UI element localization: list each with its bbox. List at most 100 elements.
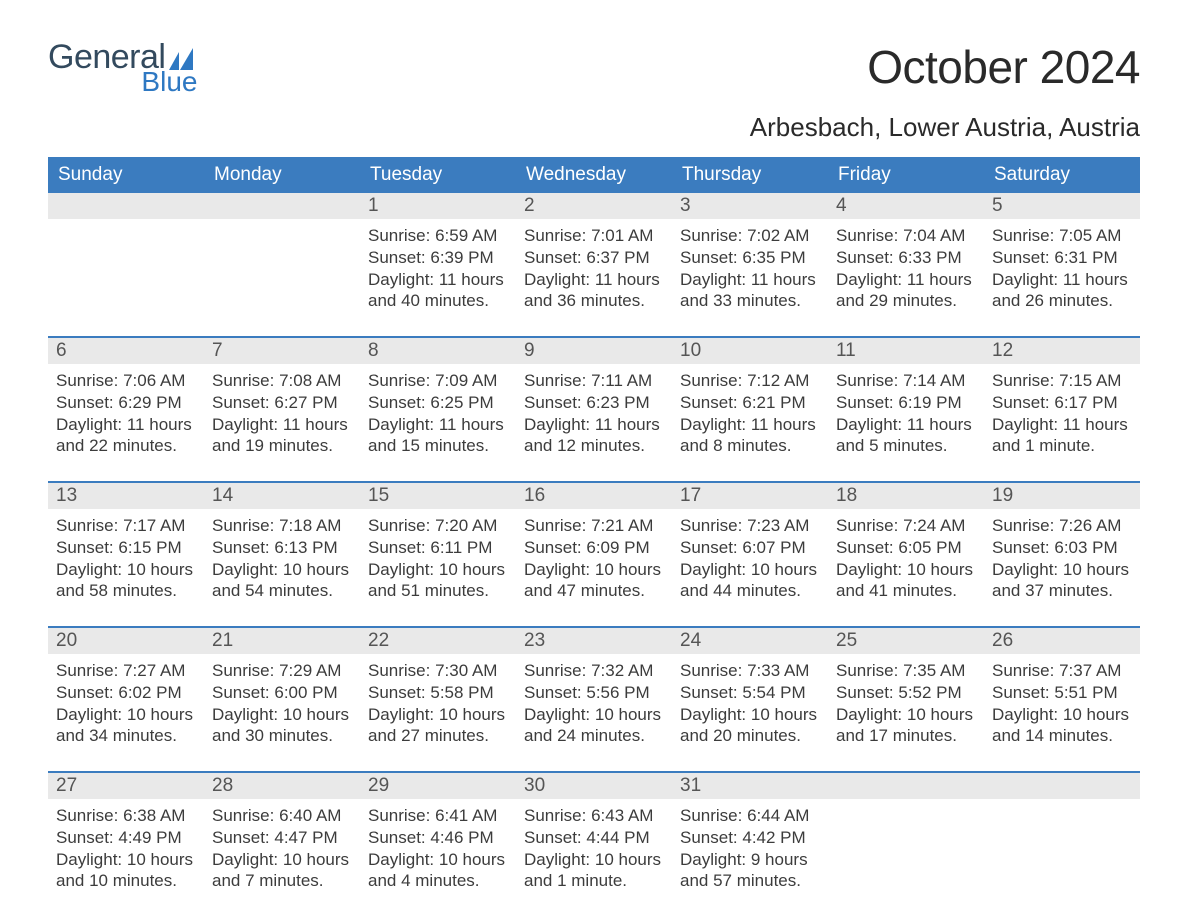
day-cell: Sunrise: 7:05 AMSunset: 6:31 PMDaylight:… xyxy=(984,219,1140,337)
daylight-text: Daylight: 11 hours and 12 minutes. xyxy=(524,414,664,458)
daylight-text: Daylight: 10 hours and 51 minutes. xyxy=(368,559,508,603)
days-of-week-row: Sunday Monday Tuesday Wednesday Thursday… xyxy=(48,157,1140,193)
sunrise-text: Sunrise: 7:15 AM xyxy=(992,370,1132,392)
topbar: General Blue October 2024 Arbesbach, Low… xyxy=(48,40,1140,143)
date-cell xyxy=(984,772,1140,799)
date-cell: 11 xyxy=(828,337,984,364)
date-cell: 3 xyxy=(672,193,828,219)
sunset-text: Sunset: 6:25 PM xyxy=(368,392,508,414)
day-cell: Sunrise: 7:02 AMSunset: 6:35 PMDaylight:… xyxy=(672,219,828,337)
daylight-text: Daylight: 11 hours and 8 minutes. xyxy=(680,414,820,458)
sunset-text: Sunset: 5:51 PM xyxy=(992,682,1132,704)
day-cell: Sunrise: 7:20 AMSunset: 6:11 PMDaylight:… xyxy=(360,509,516,627)
dow-sunday: Sunday xyxy=(48,157,204,193)
sunset-text: Sunset: 6:13 PM xyxy=(212,537,352,559)
day-cell xyxy=(828,799,984,900)
sunset-text: Sunset: 6:19 PM xyxy=(836,392,976,414)
daylight-text: Daylight: 10 hours and 17 minutes. xyxy=(836,704,976,748)
daylight-text: Daylight: 11 hours and 15 minutes. xyxy=(368,414,508,458)
daylight-text: Daylight: 9 hours and 57 minutes. xyxy=(680,849,820,893)
week-body-row: Sunrise: 7:06 AMSunset: 6:29 PMDaylight:… xyxy=(48,364,1140,482)
dow-wednesday: Wednesday xyxy=(516,157,672,193)
daylight-text: Daylight: 10 hours and 7 minutes. xyxy=(212,849,352,893)
sunrise-text: Sunrise: 7:04 AM xyxy=(836,225,976,247)
sunrise-text: Sunrise: 7:09 AM xyxy=(368,370,508,392)
day-cell xyxy=(48,219,204,337)
date-cell: 5 xyxy=(984,193,1140,219)
daylight-text: Daylight: 11 hours and 33 minutes. xyxy=(680,269,820,313)
day-cell: Sunrise: 7:09 AMSunset: 6:25 PMDaylight:… xyxy=(360,364,516,482)
date-cell: 18 xyxy=(828,482,984,509)
sunset-text: Sunset: 5:54 PM xyxy=(680,682,820,704)
sunrise-text: Sunrise: 7:24 AM xyxy=(836,515,976,537)
day-cell: Sunrise: 7:04 AMSunset: 6:33 PMDaylight:… xyxy=(828,219,984,337)
sunset-text: Sunset: 6:15 PM xyxy=(56,537,196,559)
daylight-text: Daylight: 10 hours and 41 minutes. xyxy=(836,559,976,603)
sunset-text: Sunset: 6:21 PM xyxy=(680,392,820,414)
sunset-text: Sunset: 6:33 PM xyxy=(836,247,976,269)
date-cell: 27 xyxy=(48,772,204,799)
daylight-text: Daylight: 11 hours and 1 minute. xyxy=(992,414,1132,458)
title-block: October 2024 Arbesbach, Lower Austria, A… xyxy=(750,40,1140,143)
day-cell: Sunrise: 7:32 AMSunset: 5:56 PMDaylight:… xyxy=(516,654,672,772)
day-cell: Sunrise: 7:12 AMSunset: 6:21 PMDaylight:… xyxy=(672,364,828,482)
sunset-text: Sunset: 6:35 PM xyxy=(680,247,820,269)
day-cell: Sunrise: 7:01 AMSunset: 6:37 PMDaylight:… xyxy=(516,219,672,337)
sunrise-text: Sunrise: 7:33 AM xyxy=(680,660,820,682)
sunrise-text: Sunrise: 7:02 AM xyxy=(680,225,820,247)
daylight-text: Daylight: 10 hours and 27 minutes. xyxy=(368,704,508,748)
daylight-text: Daylight: 10 hours and 30 minutes. xyxy=(212,704,352,748)
month-title: October 2024 xyxy=(750,40,1140,94)
sunrise-text: Sunrise: 7:08 AM xyxy=(212,370,352,392)
date-cell: 6 xyxy=(48,337,204,364)
sunrise-text: Sunrise: 6:38 AM xyxy=(56,805,196,827)
sunrise-text: Sunrise: 7:37 AM xyxy=(992,660,1132,682)
daylight-text: Daylight: 10 hours and 10 minutes. xyxy=(56,849,196,893)
week-body-row: Sunrise: 7:17 AMSunset: 6:15 PM Daylight:… xyxy=(48,509,1140,627)
date-cell: 26 xyxy=(984,627,1140,654)
sunrise-text: Sunrise: 7:14 AM xyxy=(836,370,976,392)
day-cell: Sunrise: 6:41 AMSunset: 4:46 PMDaylight:… xyxy=(360,799,516,900)
week-date-row: 6789101112 xyxy=(48,337,1140,364)
sunset-text: Sunset: 6:23 PM xyxy=(524,392,664,414)
date-cell: 28 xyxy=(204,772,360,799)
day-cell: Sunrise: 7:30 AMSunset: 5:58 PMDaylight:… xyxy=(360,654,516,772)
date-cell: 8 xyxy=(360,337,516,364)
dow-friday: Friday xyxy=(828,157,984,193)
date-cell: 12 xyxy=(984,337,1140,364)
sunset-text: Sunset: 6:31 PM xyxy=(992,247,1132,269)
daylight-text: Daylight: 10 hours and 4 minutes. xyxy=(368,849,508,893)
day-cell xyxy=(984,799,1140,900)
sunset-text: Sunset: 6:00 PM xyxy=(212,682,352,704)
dow-saturday: Saturday xyxy=(984,157,1140,193)
day-cell: Sunrise: 7:06 AMSunset: 6:29 PMDaylight:… xyxy=(48,364,204,482)
sunset-text: Sunset: 4:46 PM xyxy=(368,827,508,849)
sunrise-text: Sunrise: 7:21 AM xyxy=(524,515,664,537)
sunset-text: Sunset: 6:07 PM xyxy=(680,537,820,559)
day-cell: Sunrise: 7:29 AMSunset: 6:00 PMDaylight:… xyxy=(204,654,360,772)
daylight-text: Daylight: 10 hours and 1 minute. xyxy=(524,849,664,893)
date-cell: 9 xyxy=(516,337,672,364)
date-cell: 19 xyxy=(984,482,1140,509)
daylight-text: Daylight: 10 hours and 44 minutes. xyxy=(680,559,820,603)
date-cell: 14 xyxy=(204,482,360,509)
sunrise-text: Sunrise: 7:17 AM xyxy=(56,515,196,537)
date-cell: 20 xyxy=(48,627,204,654)
day-cell: Sunrise: 7:27 AMSunset: 6:02 PMDaylight:… xyxy=(48,654,204,772)
calendar-table: Sunday Monday Tuesday Wednesday Thursday… xyxy=(48,157,1140,900)
sunrise-text: Sunrise: 7:06 AM xyxy=(56,370,196,392)
sunset-text: Sunset: 5:58 PM xyxy=(368,682,508,704)
date-cell xyxy=(828,772,984,799)
sunrise-text: Sunrise: 6:44 AM xyxy=(680,805,820,827)
day-cell xyxy=(204,219,360,337)
daylight-text: Daylight: 10 hours and 54 minutes. xyxy=(212,559,352,603)
sunset-text: Sunset: 6:27 PM xyxy=(212,392,352,414)
week-date-row: 20212223242526 xyxy=(48,627,1140,654)
sunset-text: Sunset: 6:37 PM xyxy=(524,247,664,269)
date-cell: 25 xyxy=(828,627,984,654)
date-cell: 29 xyxy=(360,772,516,799)
sunrise-text: Sunrise: 6:41 AM xyxy=(368,805,508,827)
day-cell: Sunrise: 7:18 AMSunset: 6:13 PMDaylight:… xyxy=(204,509,360,627)
date-cell: 31 xyxy=(672,772,828,799)
day-cell: Sunrise: 7:08 AMSunset: 6:27 PMDaylight:… xyxy=(204,364,360,482)
